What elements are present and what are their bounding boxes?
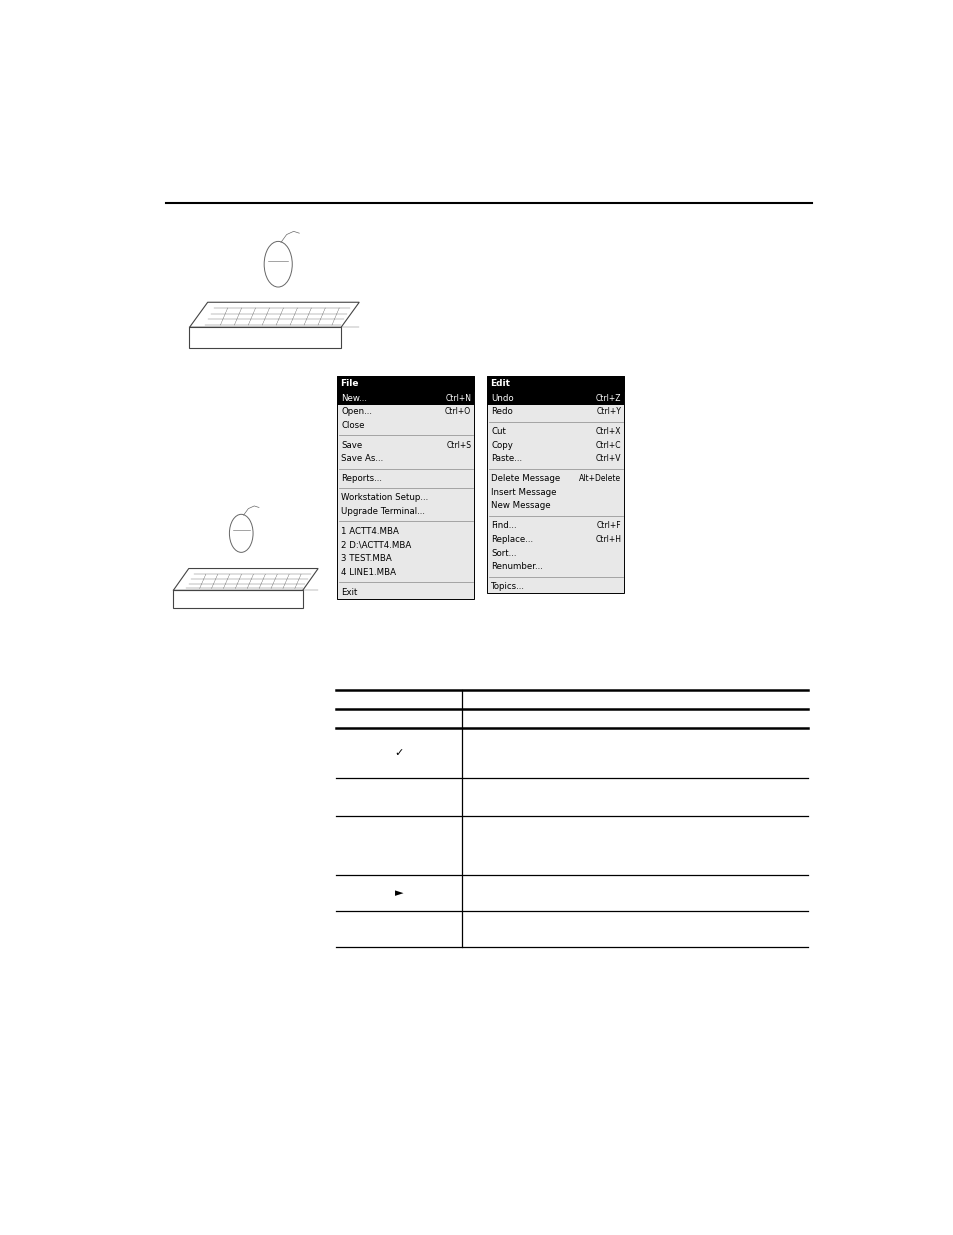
Text: Ctrl+C: Ctrl+C bbox=[595, 441, 620, 450]
Text: Ctrl+N: Ctrl+N bbox=[445, 394, 471, 403]
Text: Replace...: Replace... bbox=[491, 535, 533, 543]
Text: Close: Close bbox=[341, 421, 364, 430]
Text: Copy: Copy bbox=[491, 441, 513, 450]
Text: ►: ► bbox=[395, 888, 403, 898]
Bar bbox=[487, 391, 623, 405]
Text: Save: Save bbox=[341, 441, 362, 450]
Text: Renumber...: Renumber... bbox=[491, 562, 542, 572]
Text: Paste...: Paste... bbox=[491, 454, 521, 463]
Text: Reports...: Reports... bbox=[341, 474, 381, 483]
Text: Save As...: Save As... bbox=[341, 454, 383, 463]
Text: Delete Message: Delete Message bbox=[491, 474, 559, 483]
Bar bbox=[337, 391, 474, 405]
Bar bbox=[487, 377, 623, 593]
Text: Sort...: Sort... bbox=[491, 548, 517, 557]
Text: New...: New... bbox=[341, 394, 367, 403]
Text: Open...: Open... bbox=[341, 408, 372, 416]
Text: Ctrl+H: Ctrl+H bbox=[595, 535, 620, 543]
Text: Topics...: Topics... bbox=[491, 582, 524, 590]
Bar bbox=[337, 377, 474, 391]
Text: Ctrl+Z: Ctrl+Z bbox=[595, 394, 620, 403]
Text: Cut: Cut bbox=[491, 427, 505, 436]
Text: Edit: Edit bbox=[490, 379, 510, 388]
Text: File: File bbox=[340, 379, 358, 388]
Text: Ctrl+F: Ctrl+F bbox=[596, 521, 620, 530]
Text: Alt+Delete: Alt+Delete bbox=[578, 474, 620, 483]
Text: Ctrl+Y: Ctrl+Y bbox=[596, 408, 620, 416]
Text: 1 ACTT4.MBA: 1 ACTT4.MBA bbox=[341, 526, 398, 536]
Text: 3 TEST.MBA: 3 TEST.MBA bbox=[341, 555, 392, 563]
Text: Upgrade Terminal...: Upgrade Terminal... bbox=[341, 508, 425, 516]
Text: Ctrl+S: Ctrl+S bbox=[446, 441, 471, 450]
Bar bbox=[337, 377, 474, 599]
Bar bbox=[487, 377, 623, 391]
Text: 2 D:\ACTT4.MBA: 2 D:\ACTT4.MBA bbox=[341, 541, 411, 550]
Text: Insert Message: Insert Message bbox=[491, 488, 556, 496]
Bar bbox=[335, 690, 807, 947]
Text: Exit: Exit bbox=[341, 588, 357, 597]
Text: Workstation Setup...: Workstation Setup... bbox=[341, 494, 428, 503]
Text: Redo: Redo bbox=[491, 408, 513, 416]
Text: Undo: Undo bbox=[491, 394, 514, 403]
Text: 4 LINE1.MBA: 4 LINE1.MBA bbox=[341, 568, 395, 577]
Text: Ctrl+O: Ctrl+O bbox=[445, 408, 471, 416]
Text: ✓: ✓ bbox=[394, 748, 403, 758]
Text: Ctrl+V: Ctrl+V bbox=[595, 454, 620, 463]
Text: New Message: New Message bbox=[491, 501, 550, 510]
Text: Ctrl+X: Ctrl+X bbox=[595, 427, 620, 436]
Text: Find...: Find... bbox=[491, 521, 517, 530]
